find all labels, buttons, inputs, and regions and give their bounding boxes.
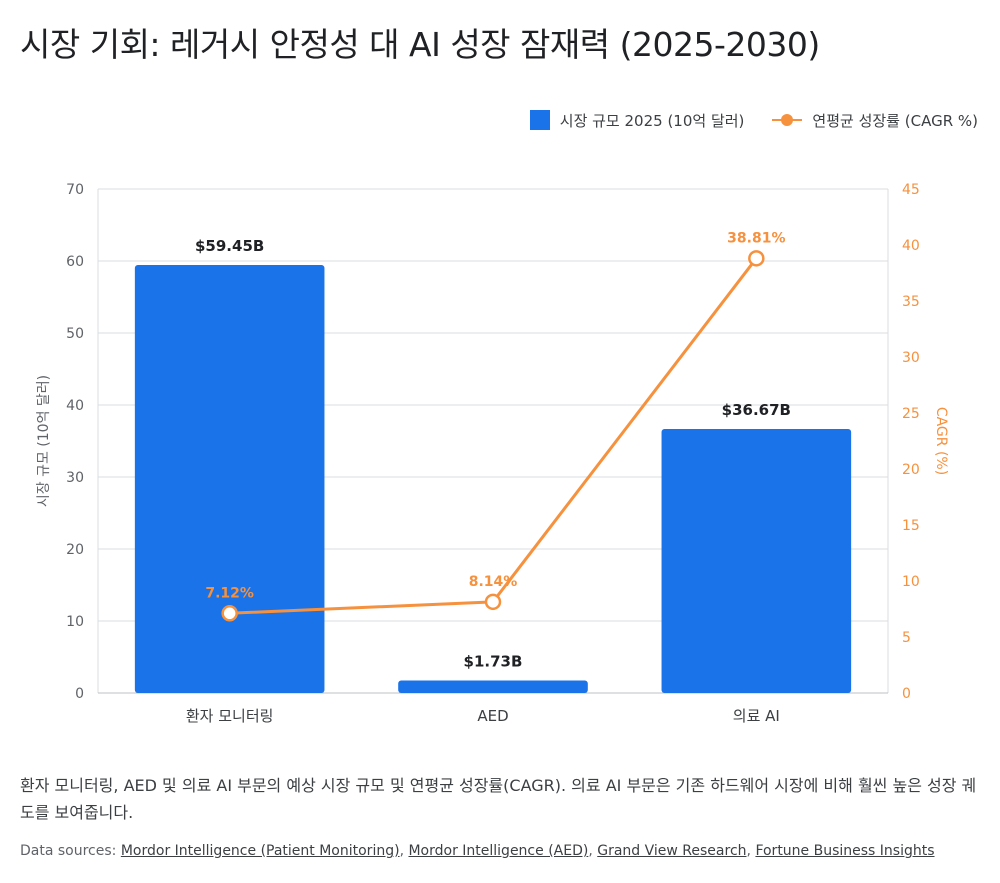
y-axis-tick-label: 10	[66, 614, 84, 630]
cagr-data-label: 38.81%	[727, 230, 785, 246]
y2-axis-tick-label: 25	[902, 406, 920, 422]
chart-description: 환자 모니터링, AED 및 의료 AI 부문의 예상 시장 규모 및 연평균 …	[20, 776, 977, 822]
bar-data-label: $59.45B	[195, 237, 264, 255]
y-axis-tick-label: 60	[66, 254, 84, 270]
y-axis-tick-label: 40	[66, 398, 84, 414]
x-axis-tick-label: AED	[477, 707, 508, 725]
y2-axis-tick-label: 15	[902, 518, 920, 534]
y2-axis-tick-label: 0	[902, 686, 911, 702]
cagr-point	[748, 250, 765, 267]
y-axis-tick-label: 70	[66, 182, 84, 198]
source-link-fortune-business-insights[interactable]: Fortune Business Insights	[755, 843, 935, 859]
bar	[661, 428, 852, 693]
combo-chart: 0 10 20 30 40 50 60 70 0 5 10 15 20 25 30 35 40 45 시장 규모 (…	[36, 182, 949, 725]
cagr-point	[484, 593, 502, 611]
y-axis-tick-label: 30	[66, 470, 84, 486]
sources-prefix: Data sources:	[20, 843, 121, 859]
x-axis-tick-label: 의료 AI	[733, 707, 780, 725]
bar	[398, 680, 588, 693]
y-axis-tick-label: 50	[66, 326, 84, 342]
y2-axis-tick-label: 5	[902, 630, 911, 646]
legend-bar-swatch-icon	[529, 110, 550, 130]
chart-legend: 시장 규모 2025 (10억 달러) 연평균 성장률 (CAGR %)	[502, 108, 978, 132]
y2-axis-tick-label: 30	[902, 350, 920, 366]
source-link-mordor-patient-monitoring[interactable]: Mordor Intelligence (Patient Monitoring)	[120, 843, 400, 859]
sources-separator: ,	[399, 843, 409, 859]
y-axis-title: 시장 규모 (10억 달러)	[36, 375, 52, 507]
chart-title: 시장 기회: 레거시 안정성 대 AI 성장 잠재력 (2025-2030)	[20, 25, 820, 64]
y2-axis-tick-label: 40	[902, 238, 920, 254]
y2-axis-tick-label: 45	[902, 182, 920, 198]
bar-data-label: $36.67B	[722, 401, 791, 419]
sources-separator: ,	[746, 843, 756, 859]
y-axis-tick-label: 20	[66, 542, 84, 558]
legend-line-swatch-icon	[772, 113, 803, 127]
legend-item-market-size[interactable]: 시장 규모 2025 (10억 달러)	[529, 110, 745, 131]
legend-label-cagr: 연평균 성장률 (CAGR %)	[812, 111, 978, 130]
cagr-data-label: 8.14%	[469, 574, 518, 590]
cagr-data-label: 7.12%	[205, 585, 254, 601]
source-link-grand-view-research[interactable]: Grand View Research	[597, 843, 747, 859]
cagr-point	[221, 605, 238, 622]
sources-separator: ,	[588, 843, 598, 859]
bar	[134, 264, 325, 693]
data-sources: Data sources: Mordor Intelligence (Patie…	[20, 843, 980, 859]
y2-axis-tick-label: 35	[902, 294, 920, 310]
y2-axis-tick-label: 10	[902, 574, 920, 590]
legend-label-market-size: 시장 규모 2025 (10억 달러)	[559, 111, 745, 130]
y2-axis-title: CAGR (%)	[933, 407, 949, 475]
source-link-mordor-aed[interactable]: Mordor Intelligence (AED)	[408, 843, 589, 859]
bar-data-label: $1.73B	[464, 653, 523, 671]
x-axis-tick-label: 환자 모니터링	[186, 707, 274, 725]
y2-axis-tick-label: 20	[902, 462, 920, 478]
legend-item-cagr[interactable]: 연평균 성장률 (CAGR %)	[772, 110, 978, 131]
y-axis-tick-label: 0	[75, 686, 84, 702]
